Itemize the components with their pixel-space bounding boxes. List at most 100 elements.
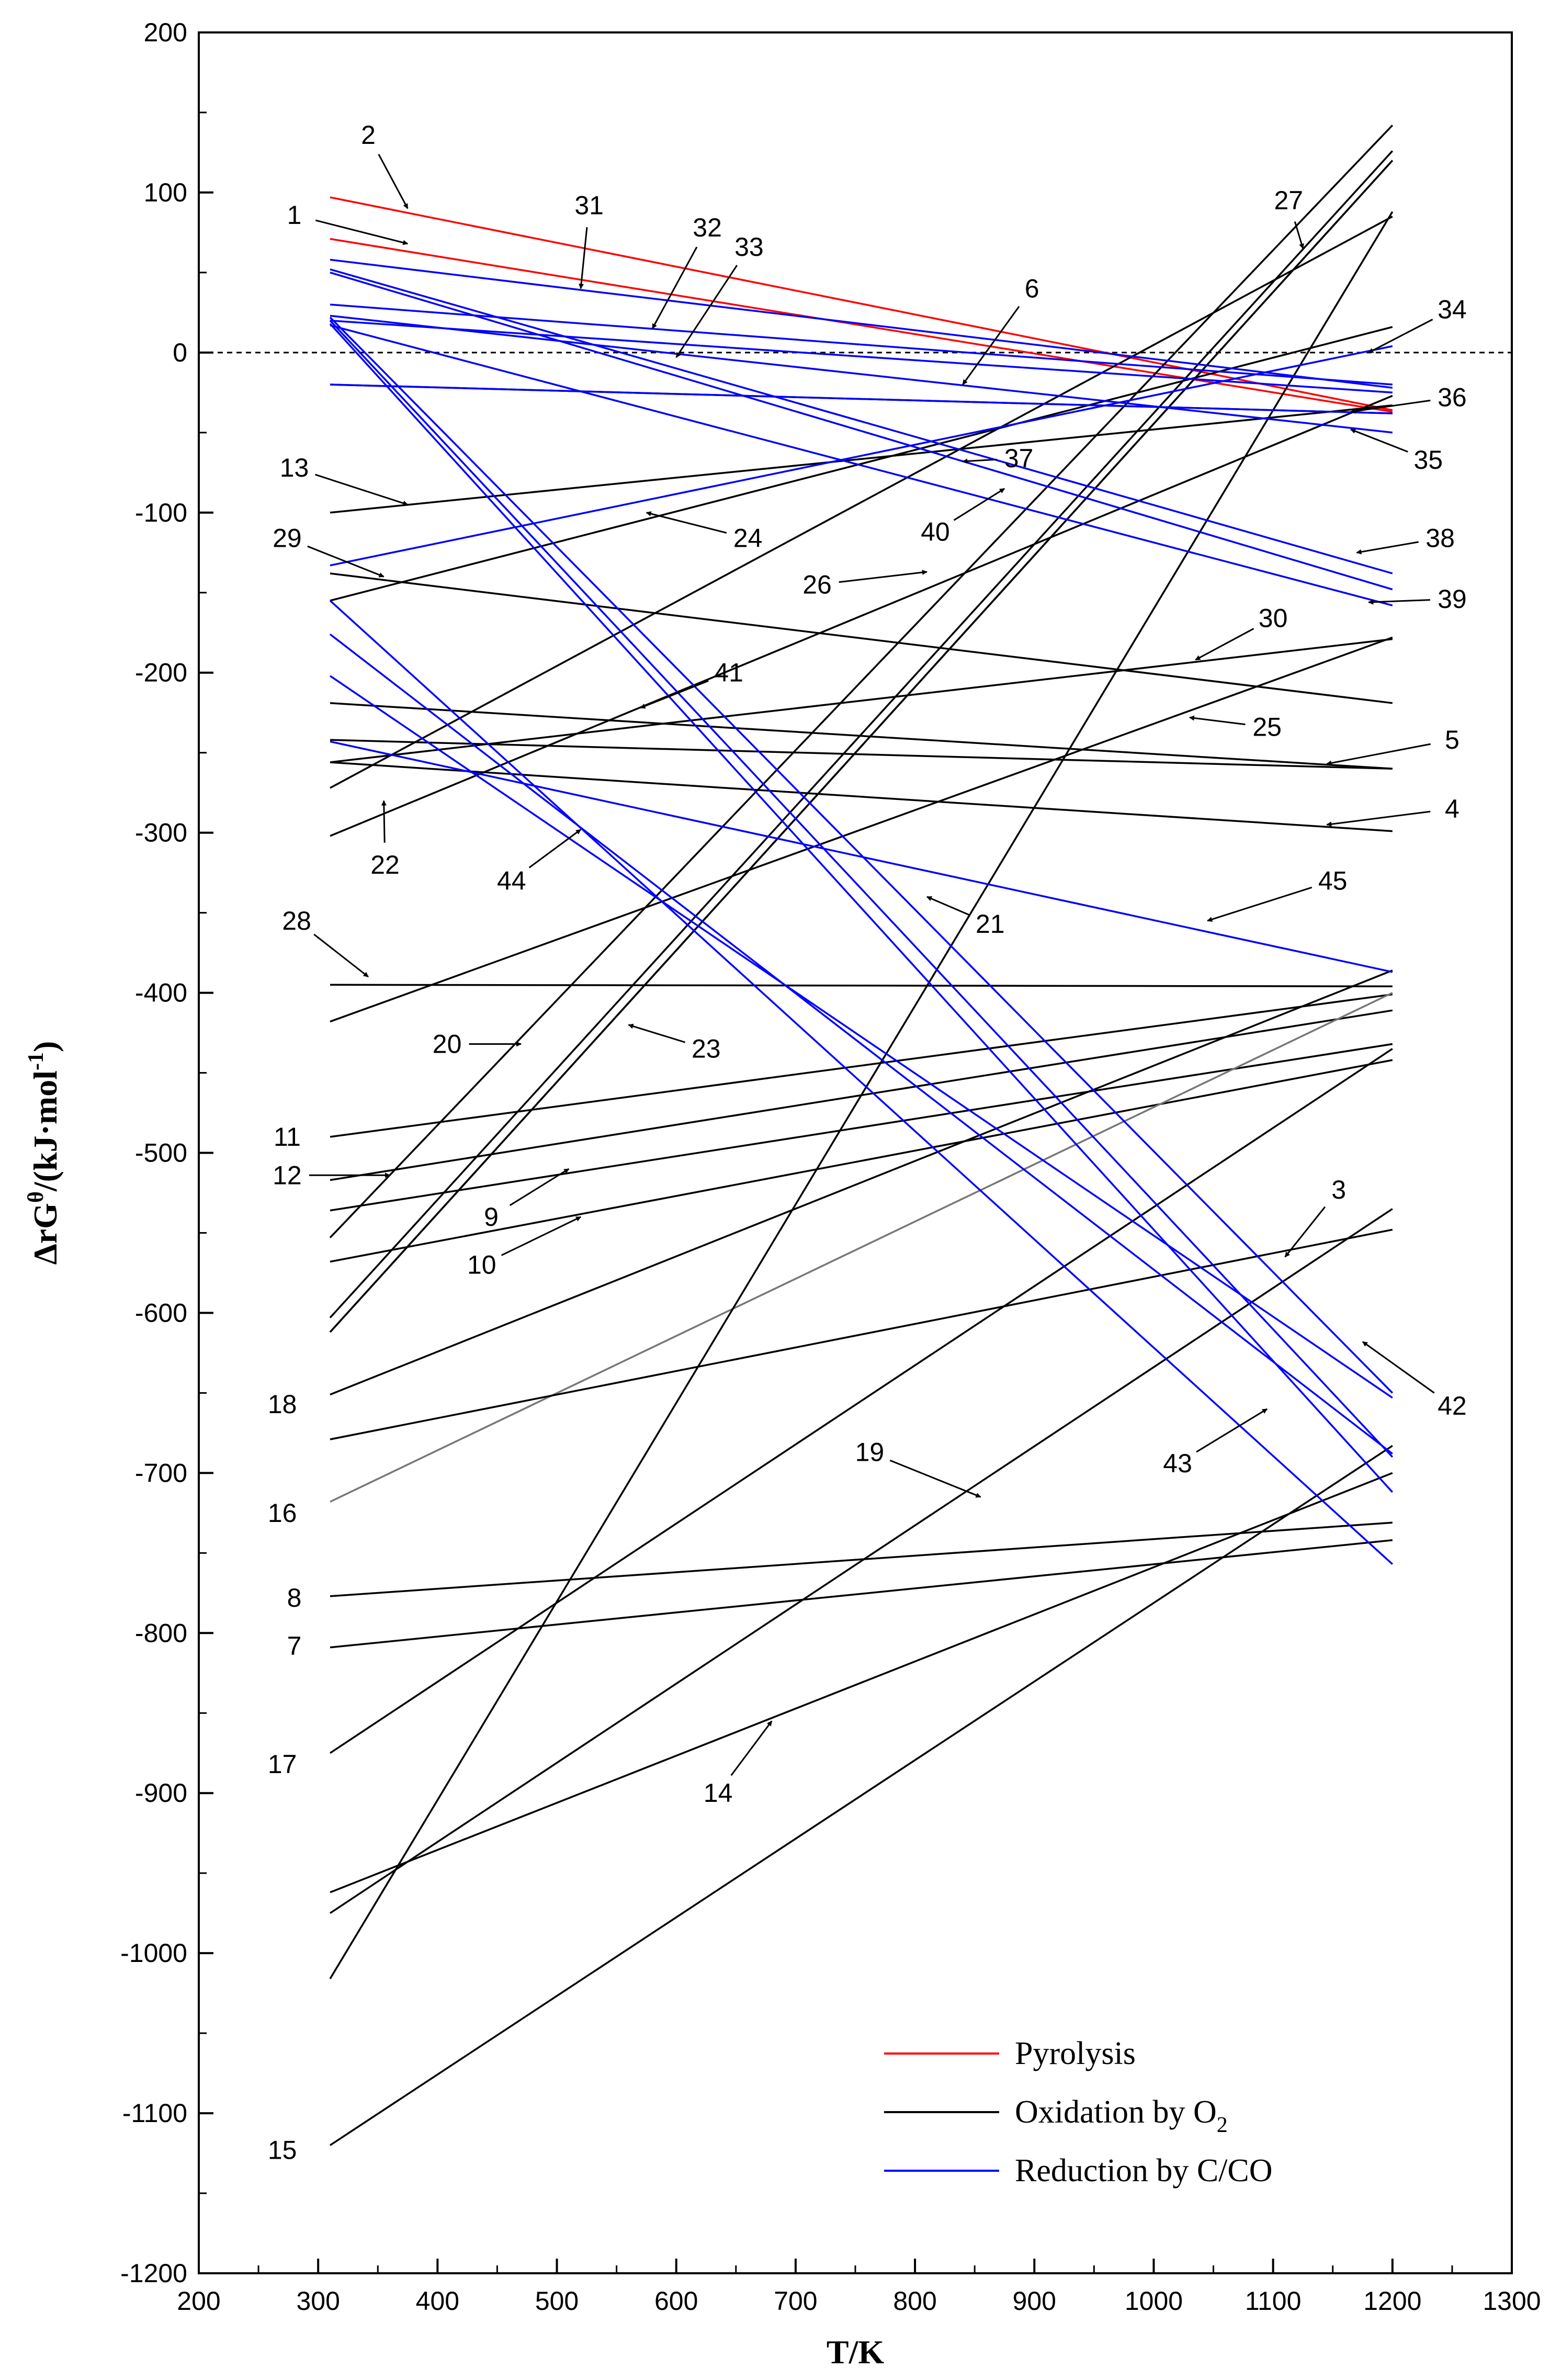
annotation-arrow-37 <box>962 458 997 464</box>
annotation-label-15: 15 <box>268 2135 297 2164</box>
annotation-label-42: 42 <box>1438 1391 1467 1420</box>
annotation-label-39: 39 <box>1438 584 1467 614</box>
x-tick-label: 500 <box>535 2286 579 2316</box>
annotation-arrow-21 <box>926 896 970 916</box>
axes-frame <box>198 31 1513 2274</box>
legend-label-subscript: 2 <box>1217 2113 1228 2137</box>
series-line-15 <box>330 1445 1393 2146</box>
annotation-arrow-5 <box>1326 743 1431 766</box>
y-axis-title: ΔrGθ/(kJ·mol-1) <box>24 1041 64 1265</box>
annotation-label-37: 37 <box>1004 444 1034 473</box>
y-tick-label: -400 <box>135 978 187 1008</box>
annotation-arrow-36 <box>1350 399 1431 414</box>
y-tick-label: -1000 <box>120 1938 187 1968</box>
annotation-label-5: 5 <box>1445 725 1460 754</box>
legend-label-text: Oxidation by O <box>1015 2094 1217 2130</box>
annotation-arrow-27 <box>1294 221 1304 249</box>
y-tick-label: -700 <box>135 1458 187 1487</box>
annotation-label-4: 4 <box>1445 794 1460 824</box>
series-line-20 <box>329 125 1394 1238</box>
annotation-arrow-38 <box>1356 541 1419 555</box>
annotation-arrow-2 <box>378 154 409 209</box>
annotation-arrow-42 <box>1362 1341 1435 1394</box>
series-line-9 <box>330 1043 1393 1212</box>
annotation-label-40: 40 <box>921 517 950 547</box>
annotation-label-25: 25 <box>1252 713 1282 742</box>
y-tick-label: -800 <box>135 1618 187 1648</box>
annotation-arrow-14 <box>730 1720 773 1776</box>
legend: Pyrolysis Oxidation by O2 Reduction by C/C… <box>884 2036 1273 2189</box>
annotation-arrow-3 <box>1284 1206 1326 1258</box>
annotation-label-19: 19 <box>855 1438 885 1467</box>
annotation-arrow-6 <box>962 306 1020 385</box>
x-tick-label: 300 <box>296 2286 340 2316</box>
y-axis-title-part: ΔrG <box>27 1203 64 1265</box>
series-line-19 <box>330 1228 1393 1440</box>
annotation-label-33: 33 <box>734 232 764 262</box>
series-line-22 <box>330 394 1393 837</box>
y-tick-label: -300 <box>135 818 187 848</box>
x-tick-label: 600 <box>654 2286 698 2316</box>
annotation-arrow-32 <box>651 246 698 329</box>
y-tick-label: 0 <box>173 338 187 367</box>
annotation-label-24: 24 <box>733 524 763 553</box>
series-line-b2 <box>329 320 1394 1458</box>
annotation-label-11: 11 <box>274 1122 301 1152</box>
annotation-label-43: 43 <box>1163 1449 1192 1478</box>
annotation-label-1: 1 <box>287 200 302 230</box>
annotation-label-35: 35 <box>1413 445 1443 475</box>
series-line-3 <box>330 1208 1393 1914</box>
x-tick-label: 200 <box>177 2286 220 2316</box>
annotation-label-10: 10 <box>467 1250 496 1280</box>
annotation-label-26: 26 <box>802 570 832 600</box>
series-line-b1 <box>329 323 1394 1493</box>
x-tick-label: 1000 <box>1125 2286 1183 2316</box>
annotation-label-13: 13 <box>280 453 309 482</box>
annotation-label-44: 44 <box>497 866 526 895</box>
annotation-arrow-35 <box>1350 428 1408 453</box>
annotation-label-28: 28 <box>282 906 311 935</box>
annotation-arrow-28 <box>313 933 369 978</box>
legend-label-text: Pyrolysis <box>1015 2036 1136 2071</box>
annotation-label-17: 17 <box>268 1750 297 1779</box>
series-line-7 <box>330 1539 1393 1649</box>
y-tick-label: -1100 <box>122 2099 187 2128</box>
legend-label-0: Pyrolysis <box>1015 2036 1136 2071</box>
series-line-6 <box>330 216 1393 789</box>
series-line-23 <box>329 150 1394 1318</box>
annotation-arrow-29 <box>307 545 384 578</box>
series-line-27 <box>329 160 1394 1333</box>
annotation-arrow-43 <box>1196 1408 1268 1453</box>
series-line-31 <box>330 258 1393 389</box>
annotation-label-14: 14 <box>704 1778 733 1808</box>
annotation-label-31: 31 <box>574 190 604 220</box>
annotation-label-36: 36 <box>1438 383 1467 412</box>
annotation-label-23: 23 <box>692 1034 721 1064</box>
annotation-label-20: 20 <box>433 1030 462 1059</box>
annotation-label-38: 38 <box>1426 524 1455 553</box>
x-tick-label: 1200 <box>1363 2286 1421 2316</box>
annotation-label-34: 34 <box>1438 295 1467 324</box>
series-line-42 <box>330 675 1393 1399</box>
axes-group: 200 300 400 500 600 700 800 900 1000 1100 1200 1300… <box>24 18 1541 2371</box>
series-line-35 <box>330 314 1393 434</box>
y-tick-label: 200 <box>144 18 187 47</box>
series-line-41 <box>330 636 1393 1023</box>
series-group <box>329 125 1394 2146</box>
annotation-arrow-22 <box>381 800 387 843</box>
x-axis-title: T/K <box>827 2333 884 2371</box>
annotation-label-29: 29 <box>273 524 302 553</box>
legend-label-text: Reduction by C/CO <box>1015 2153 1273 2189</box>
annotation-arrow-1 <box>315 219 409 245</box>
series-line-32 <box>330 303 1393 386</box>
series-line-39 <box>330 324 1393 606</box>
annotation-arrow-40 <box>953 488 1005 521</box>
y-tick-label: 100 <box>144 178 187 207</box>
x-tick-label: 400 <box>416 2286 459 2316</box>
series-line-11 <box>330 993 1393 1138</box>
annotation-arrow-13 <box>315 473 409 506</box>
annotation-label-9: 9 <box>484 1202 499 1232</box>
series-line-17 <box>330 1048 1393 1754</box>
